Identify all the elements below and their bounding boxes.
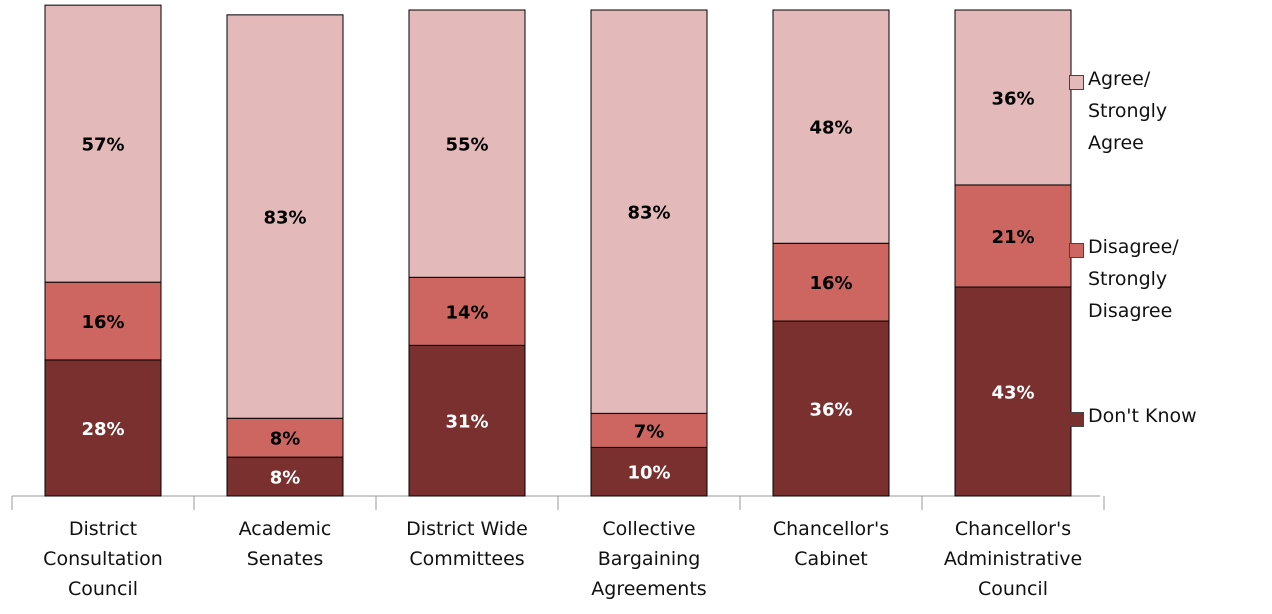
data-label: 16% [809, 273, 852, 294]
bar-segment [226, 417, 344, 458]
bar-segment [44, 281, 162, 361]
bar-segment [590, 446, 708, 497]
bar-segment [408, 276, 526, 346]
data-label: 21% [991, 227, 1034, 248]
bar-segment [44, 4, 162, 283]
bar-segment [590, 9, 708, 414]
data-label: 36% [991, 88, 1034, 109]
legend-swatch [1069, 75, 1084, 90]
bar-segment [954, 9, 1072, 186]
bar-segment [772, 9, 890, 244]
legend-swatch [1069, 412, 1084, 427]
bar-segment [44, 359, 162, 497]
bar-segment [590, 412, 708, 448]
bar-segment [408, 9, 526, 278]
data-label: 10% [627, 463, 670, 484]
bar-segment [226, 456, 344, 497]
data-label: 36% [809, 400, 852, 421]
data-label: 57% [81, 135, 124, 156]
data-label: 7% [634, 421, 665, 442]
data-label: 43% [991, 383, 1034, 404]
x-tick-label: Chancellor's Cabinet [772, 518, 890, 570]
x-tick-label: District Consultation Council [43, 518, 163, 600]
data-label: 28% [81, 419, 124, 440]
bar-segment [954, 184, 1072, 288]
legend-label: Disagree/ Strongly Disagree [1088, 236, 1179, 322]
legend-label: Don't Know [1088, 405, 1197, 427]
x-tick-label: Academic Senates [238, 518, 332, 570]
x-tick-label: District Wide Committees [406, 518, 528, 570]
data-label: 8% [270, 468, 301, 489]
bar-segment [408, 344, 526, 497]
bar-segment [226, 14, 344, 419]
bar-segment [772, 242, 890, 322]
data-label: 16% [81, 312, 124, 333]
legend-label: Agree/ Strongly Agree [1088, 68, 1168, 154]
bar-segment [954, 286, 1072, 497]
legend-swatch [1069, 243, 1084, 258]
bar-segment [772, 320, 890, 497]
data-label: 83% [627, 203, 670, 224]
data-label: 55% [445, 135, 488, 156]
data-label: 83% [263, 208, 306, 229]
data-label: 31% [445, 412, 488, 433]
x-tick-label: Collective Bargaining Agreements [591, 518, 707, 600]
data-label: 14% [445, 302, 488, 323]
data-label: 8% [270, 429, 301, 450]
x-tick-label: Chancellor's Administrative Council [943, 518, 1083, 600]
data-label: 48% [809, 118, 852, 139]
